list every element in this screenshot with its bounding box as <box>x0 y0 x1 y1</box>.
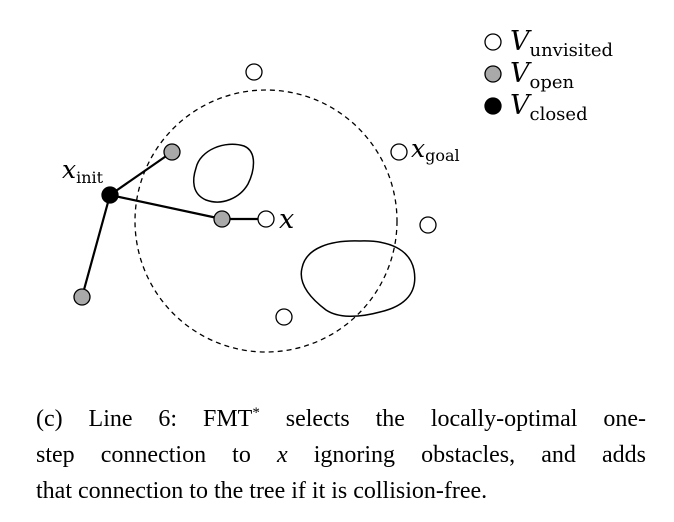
obstacle-1 <box>192 143 255 203</box>
node-open-mid <box>213 210 231 228</box>
caption-line-2-prefix: step connection to <box>36 442 277 468</box>
node-closed-init <box>101 186 119 204</box>
label-x: x <box>279 204 294 235</box>
node-unvisited-goal <box>390 143 408 161</box>
caption-line-1-prefix: (c) Line 6: FMT <box>36 406 253 432</box>
node-unvisited-bottom <box>275 308 293 326</box>
caption-line-2-var: x <box>276 442 288 468</box>
neighborhood-circle <box>134 89 398 353</box>
legend-open-marker <box>484 65 502 83</box>
caption-line-3: that connection to the tree if it is col… <box>36 478 488 504</box>
legend-closed-label: Vclosed <box>510 90 588 125</box>
node-open-left <box>73 288 91 306</box>
edge-init-open-mid <box>109 193 223 221</box>
label-x-init: xinit <box>62 155 104 187</box>
legend-unvisited-label: Vunvisited <box>510 26 613 61</box>
node-unvisited-x <box>257 210 275 228</box>
figure-caption: (c) Line 6: FMT* selects the locally-opt… <box>36 395 646 509</box>
legend: Vunvisited Vopen Vclosed <box>484 26 613 125</box>
legend-closed-marker <box>484 97 502 115</box>
caption-line-1-rest: selects the locally-optimal one- <box>259 406 647 432</box>
node-unvisited-top <box>245 63 263 81</box>
edge-init-open-left <box>80 194 112 298</box>
legend-open-label: Vopen <box>510 58 575 93</box>
caption-line-2-rest: ignoring obstacles, and adds <box>287 442 646 468</box>
caption-line-2: step connection to x ignoring obstacles,… <box>36 437 646 473</box>
legend-unvisited-marker <box>484 33 502 51</box>
label-x-goal: xgoal <box>411 134 460 165</box>
node-unvisited-right <box>419 216 437 234</box>
caption-line-1: (c) Line 6: FMT* selects the locally-opt… <box>36 395 646 437</box>
caption-line-1-sup: * <box>252 405 260 421</box>
node-open-top <box>163 143 181 161</box>
obstacle-2 <box>300 240 416 317</box>
fmt-diagram: xinit xgoal x Vunvisited Vopen Vclosed <box>62 26 613 353</box>
edge-init-open-top <box>109 151 173 196</box>
